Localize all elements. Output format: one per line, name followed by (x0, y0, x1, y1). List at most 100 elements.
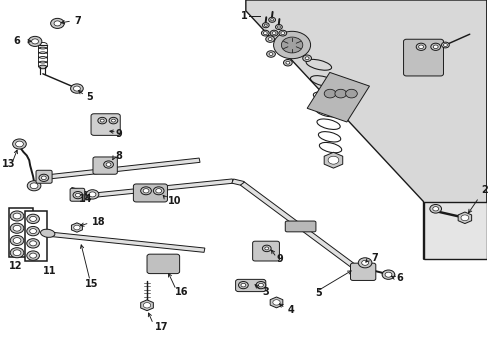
Circle shape (430, 43, 440, 50)
Circle shape (13, 225, 21, 231)
Circle shape (74, 225, 80, 230)
Circle shape (156, 189, 162, 193)
Text: 2: 2 (468, 185, 487, 213)
Circle shape (30, 253, 37, 258)
FancyBboxPatch shape (147, 254, 179, 274)
Circle shape (432, 45, 437, 49)
FancyBboxPatch shape (70, 188, 84, 201)
Polygon shape (76, 179, 233, 199)
Circle shape (54, 21, 61, 26)
Circle shape (30, 183, 38, 189)
Circle shape (443, 44, 447, 46)
Text: 10: 10 (167, 195, 181, 206)
FancyBboxPatch shape (285, 221, 315, 232)
Text: 5: 5 (86, 92, 93, 102)
Circle shape (27, 239, 40, 248)
FancyBboxPatch shape (403, 39, 443, 76)
Polygon shape (141, 300, 153, 311)
Polygon shape (324, 152, 342, 168)
Circle shape (270, 19, 273, 21)
FancyBboxPatch shape (235, 279, 265, 292)
FancyBboxPatch shape (350, 263, 375, 280)
Circle shape (30, 241, 37, 246)
Text: 5: 5 (315, 288, 322, 298)
Polygon shape (306, 72, 369, 122)
Ellipse shape (382, 271, 394, 278)
Circle shape (264, 24, 267, 26)
Circle shape (27, 226, 40, 236)
Circle shape (111, 119, 115, 122)
Circle shape (241, 283, 245, 287)
Text: 1: 1 (240, 11, 247, 21)
Circle shape (273, 31, 310, 59)
FancyBboxPatch shape (252, 241, 279, 261)
Circle shape (268, 53, 272, 55)
Circle shape (41, 176, 46, 180)
Circle shape (143, 302, 150, 308)
Polygon shape (245, 0, 486, 259)
Circle shape (267, 38, 271, 41)
Circle shape (32, 39, 39, 44)
Circle shape (432, 207, 438, 211)
Circle shape (265, 36, 274, 42)
Text: 17: 17 (155, 322, 168, 332)
Circle shape (143, 189, 149, 193)
Circle shape (51, 18, 64, 28)
Text: 9: 9 (276, 254, 283, 264)
Circle shape (256, 282, 265, 289)
Circle shape (13, 238, 21, 243)
Circle shape (13, 250, 21, 256)
Text: 3: 3 (262, 287, 268, 297)
Circle shape (73, 192, 82, 199)
Circle shape (106, 163, 111, 166)
Circle shape (345, 89, 357, 98)
Text: 12: 12 (9, 261, 22, 271)
Circle shape (27, 251, 40, 260)
Circle shape (278, 30, 286, 36)
Circle shape (13, 213, 21, 219)
Circle shape (262, 245, 270, 252)
Circle shape (361, 260, 368, 265)
Circle shape (10, 211, 24, 221)
Polygon shape (240, 182, 359, 271)
FancyBboxPatch shape (133, 184, 167, 202)
Text: 4: 4 (286, 305, 293, 315)
Circle shape (86, 190, 99, 199)
Text: 14: 14 (78, 194, 92, 204)
Circle shape (302, 55, 311, 62)
Circle shape (263, 32, 267, 35)
Circle shape (415, 43, 425, 50)
Polygon shape (457, 212, 470, 224)
Text: 6: 6 (14, 36, 20, 46)
Text: 11: 11 (43, 266, 56, 276)
Circle shape (261, 30, 269, 36)
FancyBboxPatch shape (36, 170, 52, 183)
Circle shape (75, 193, 80, 197)
Circle shape (277, 26, 280, 28)
Text: 18: 18 (91, 217, 105, 228)
Circle shape (418, 45, 423, 49)
Circle shape (28, 36, 42, 46)
Text: 7: 7 (74, 15, 81, 26)
Circle shape (271, 32, 275, 35)
Circle shape (258, 283, 263, 287)
Circle shape (283, 59, 292, 66)
Text: 7: 7 (370, 253, 377, 264)
Circle shape (381, 270, 394, 279)
Circle shape (141, 187, 151, 195)
Circle shape (153, 187, 163, 195)
Circle shape (384, 272, 391, 277)
Circle shape (100, 119, 104, 122)
Circle shape (334, 89, 346, 98)
Circle shape (103, 161, 113, 168)
Polygon shape (46, 158, 200, 179)
Circle shape (280, 32, 284, 35)
Polygon shape (270, 297, 282, 308)
Circle shape (285, 61, 289, 64)
Circle shape (10, 235, 24, 246)
Circle shape (305, 57, 308, 60)
Circle shape (27, 181, 41, 191)
Text: 13: 13 (2, 159, 16, 169)
Circle shape (13, 139, 26, 149)
Polygon shape (47, 232, 204, 252)
